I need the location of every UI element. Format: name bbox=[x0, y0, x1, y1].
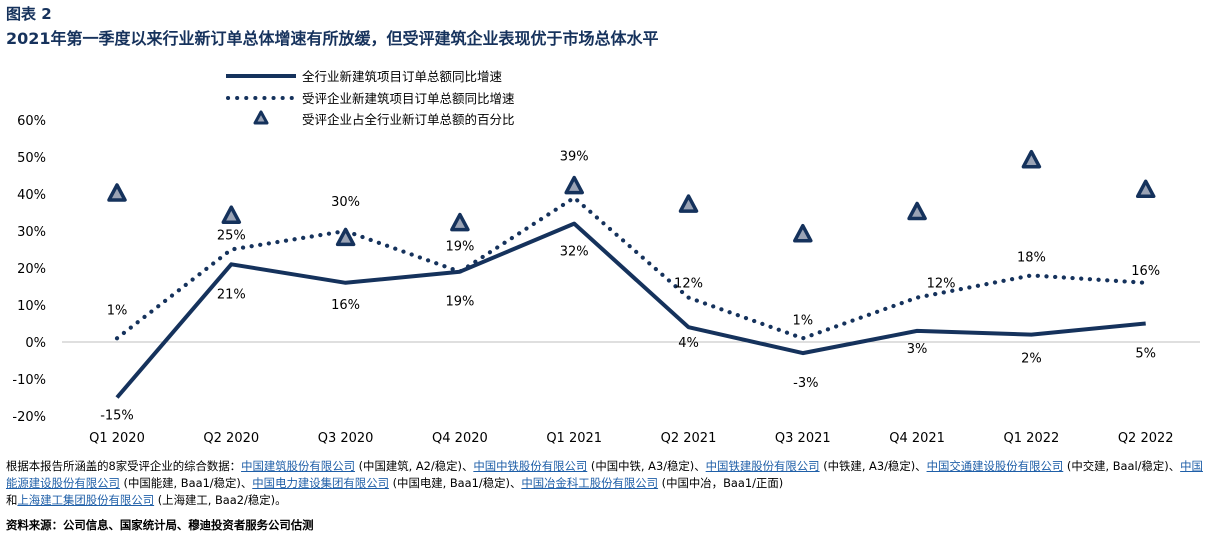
share-triangle-marker bbox=[1135, 179, 1156, 199]
industry-data-label: 4% bbox=[678, 336, 699, 351]
rated-data-label: 1% bbox=[792, 313, 813, 328]
share-triangle-marker bbox=[221, 205, 242, 224]
industry-data-label: 32% bbox=[560, 245, 589, 260]
x-tick-label: Q2 2022 bbox=[1118, 431, 1174, 446]
footnote: 根据本报告所涵盖的8家受评企业的综合数据：中国建筑股份有限公司 (中国建筑, A… bbox=[6, 458, 1206, 509]
company-link[interactable]: 中国建筑股份有限公司 bbox=[241, 459, 355, 473]
x-tick-label: Q3 2021 bbox=[775, 431, 831, 446]
rated-data-label: 30% bbox=[331, 195, 360, 210]
x-tick-label: Q4 2021 bbox=[889, 431, 945, 446]
company-detail: (中国建筑, A2/稳定)、 bbox=[354, 459, 474, 473]
share-triangle-marker bbox=[678, 194, 699, 213]
company-5: 中国电力建设集团有限公司 (中国电建, Baa1/稳定)、 bbox=[252, 476, 521, 490]
company-link[interactable]: 中国电力建设集团有限公司 bbox=[252, 476, 389, 490]
data-labels: -15% 21% 16% 19% 32% 4% -3% 3% 2% 5% 1% 25% 30% 19% 39… bbox=[100, 150, 1160, 424]
source-line: 资料来源：公司信息、国家统计局、穆迪投资者服务公司估测 bbox=[6, 518, 314, 532]
industry-data-label: -3% bbox=[793, 376, 818, 391]
industry-data-label: -15% bbox=[100, 409, 134, 424]
y-tick-label: 10% bbox=[17, 299, 46, 314]
x-tick-label: Q2 2020 bbox=[203, 431, 259, 446]
x-tick-label: Q4 2020 bbox=[432, 431, 488, 446]
chart-legend: 全行业新建筑项目订单总额同比增速 受评企业新建筑项目订单总额同比增速 受评企业占… bbox=[226, 69, 515, 127]
company-detail: (中交建, Baal/稳定)、 bbox=[1063, 459, 1181, 473]
company-detail: (中国中冶，Baa1/正面) bbox=[658, 476, 784, 490]
rated-data-label: 1% bbox=[107, 303, 128, 318]
x-tick-label: Q2 2021 bbox=[661, 431, 717, 446]
share-triangle-marker bbox=[107, 183, 127, 202]
rated-data-label: 19% bbox=[445, 240, 474, 255]
company-detail: (上海建工, Baa2/稳定)。 bbox=[154, 493, 287, 507]
company-0: 中国建筑股份有限公司 (中国建筑, A2/稳定)、 bbox=[241, 459, 473, 473]
figure-title: 2021年第一季度以来行业新订单总体增速有所放缓，但受评建筑企业表现优于市场总体… bbox=[6, 29, 659, 48]
share-triangle-marker bbox=[335, 227, 356, 247]
industry-data-label: 3% bbox=[907, 342, 928, 357]
industry-data-label: 19% bbox=[445, 295, 474, 310]
company-1: 中国中铁股份有限公司 (中国中铁, A3/稳定)、 bbox=[473, 459, 705, 473]
rated-data-label: 12% bbox=[674, 277, 703, 292]
y-tick-label: 50% bbox=[17, 151, 46, 166]
y-tick-label: 40% bbox=[17, 188, 46, 203]
industry-data-label: 2% bbox=[1021, 352, 1042, 367]
share-triangle-marker bbox=[564, 175, 584, 195]
industry-data-label: 16% bbox=[331, 298, 360, 313]
series-rated-line bbox=[114, 195, 1148, 341]
company-detail: (中铁建, A3/稳定)、 bbox=[819, 459, 927, 473]
company-link[interactable]: 中国交通建设股份有限公司 bbox=[926, 459, 1064, 473]
industry-data-label: 5% bbox=[1135, 347, 1156, 362]
rated-data-label: 25% bbox=[217, 229, 246, 244]
y-tick-label: 20% bbox=[17, 262, 46, 277]
y-axis: 60% 50% 40% 30% 20% 10% 0% -10% -20% bbox=[12, 114, 46, 425]
company-detail: (中国能建, Baa1/稳定)、 bbox=[119, 476, 253, 490]
legend-swatch-share bbox=[253, 110, 269, 125]
x-axis: Q1 2020 Q2 2020 Q3 2020 Q4 2020 Q1 2021 Q2 20… bbox=[89, 431, 1173, 446]
company-detail: (中国电建, Baa1/稳定)、 bbox=[388, 476, 522, 490]
company-link[interactable]: 中国冶金科工股份有限公司 bbox=[521, 476, 659, 490]
y-tick-label: -10% bbox=[12, 373, 46, 388]
company-link[interactable]: 中国能源建设股份有限公司 bbox=[6, 459, 1203, 490]
rated-data-label: 39% bbox=[560, 150, 589, 165]
y-tick-label: 60% bbox=[17, 114, 46, 129]
industry-data-label: 21% bbox=[217, 287, 246, 302]
rated-data-label: 16% bbox=[1131, 264, 1160, 279]
footnote-last-prefix: 和 bbox=[6, 493, 18, 507]
footnote-prefix: 根据本报告所涵盖的8家受评企业的综合数据： bbox=[6, 459, 242, 473]
legend-label-industry: 全行业新建筑项目订单总额同比增速 bbox=[302, 69, 503, 84]
x-tick-label: Q1 2022 bbox=[1004, 431, 1060, 446]
share-triangle-marker bbox=[450, 212, 470, 232]
company-link[interactable]: 上海建工集团股份有限公司 bbox=[17, 493, 155, 507]
share-triangle-marker bbox=[1021, 149, 1042, 169]
company-2: 中国铁建股份有限公司 (中铁建, A3/稳定)、 bbox=[706, 459, 927, 473]
company-link[interactable]: 中国中铁股份有限公司 bbox=[473, 459, 588, 473]
share-triangle-marker bbox=[793, 223, 813, 243]
company-link[interactable]: 中国铁建股份有限公司 bbox=[705, 459, 820, 473]
y-tick-label: -20% bbox=[12, 410, 46, 425]
x-tick-label: Q1 2020 bbox=[89, 431, 145, 446]
series-layer bbox=[107, 149, 1156, 399]
company-detail: (中国中铁, A3/稳定)、 bbox=[587, 459, 706, 473]
series-industry-line bbox=[115, 221, 1146, 399]
figure-label: 图表 2 bbox=[6, 5, 52, 23]
rated-data-label: 18% bbox=[1017, 250, 1046, 265]
y-tick-label: 30% bbox=[17, 225, 46, 240]
rated-data-label: 12% bbox=[927, 277, 956, 292]
company-3: 中国交通建设股份有限公司 (中交建, Baal/稳定)、 bbox=[927, 459, 1181, 473]
y-tick-label: 0% bbox=[25, 336, 46, 351]
company-4: 中国能源建设股份有限公司 (中国能建, Baa1/稳定)、 bbox=[6, 459, 1203, 490]
company-6: 中国冶金科工股份有限公司 (中国中冶，Baa1/正面) bbox=[521, 476, 783, 490]
legend-label-rated: 受评企业新建筑项目订单总额同比增速 bbox=[302, 91, 515, 106]
line-chart: 全行业新建筑项目订单总额同比增速 受评企业新建筑项目订单总额同比增速 受评企业占… bbox=[12, 69, 1200, 446]
legend-label-share: 受评企业占全行业新订单总额的百分比 bbox=[302, 112, 515, 127]
x-tick-label: Q3 2020 bbox=[318, 431, 374, 446]
share-triangle-marker bbox=[907, 201, 927, 221]
x-tick-label: Q1 2021 bbox=[546, 431, 602, 446]
